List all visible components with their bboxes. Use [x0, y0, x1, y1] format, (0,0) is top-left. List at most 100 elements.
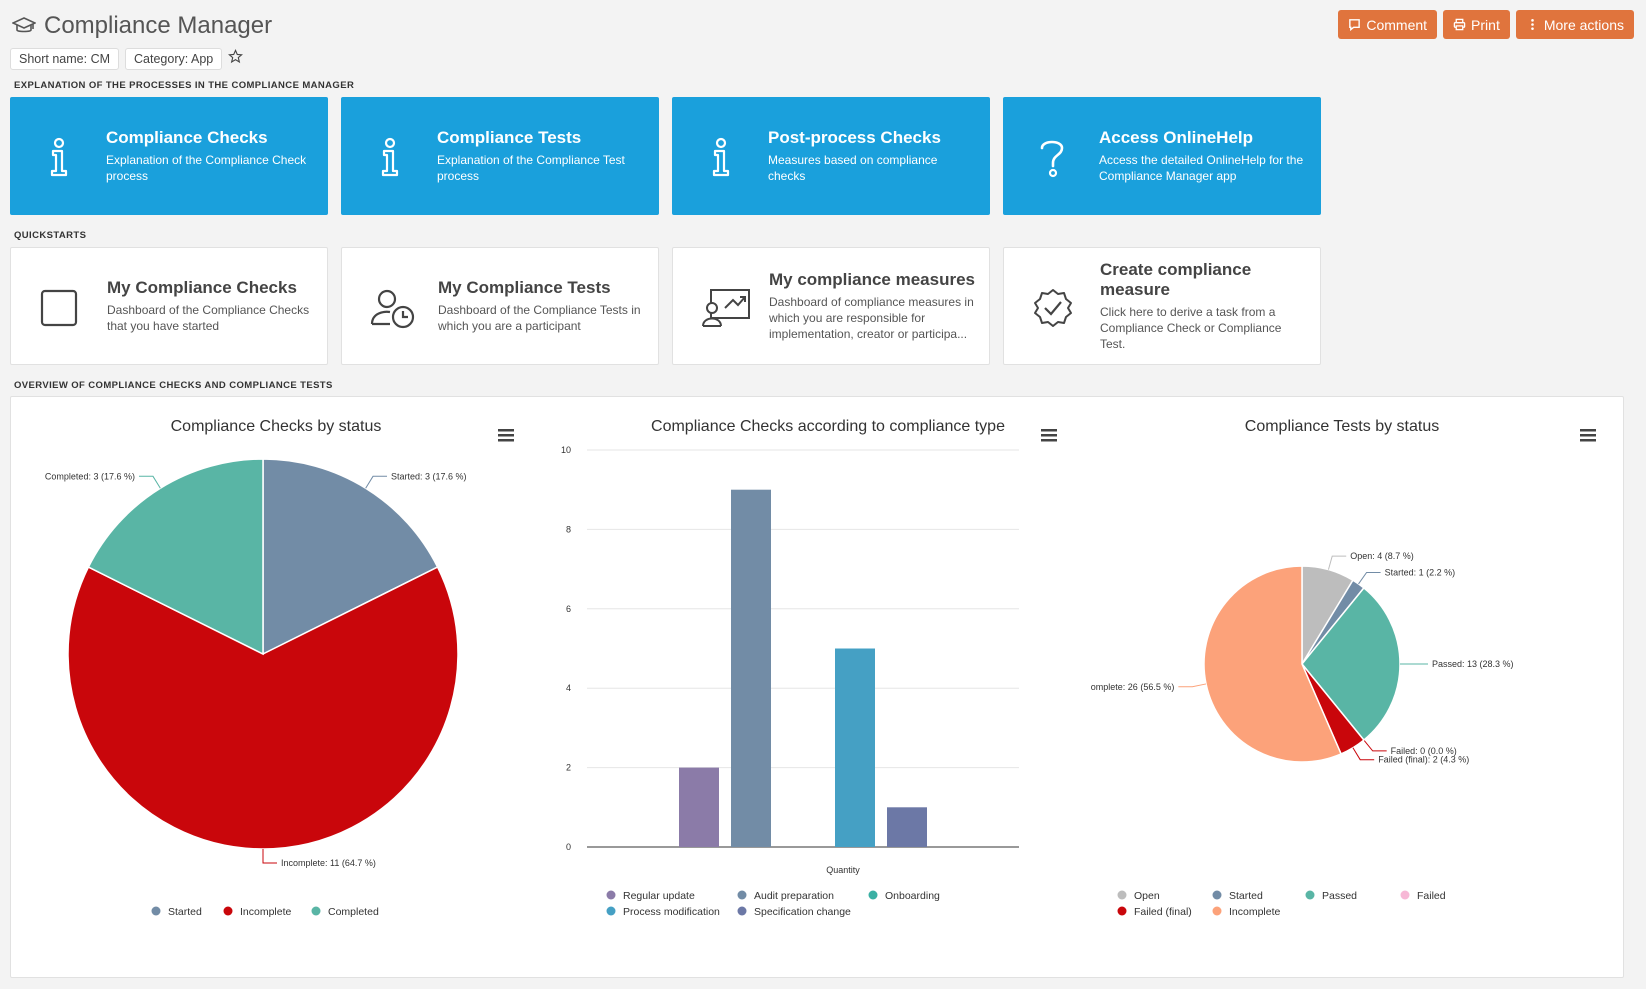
checkbox-icon: [40, 289, 78, 327]
page-title: Compliance Manager: [44, 12, 273, 39]
legend-item[interactable]: Specification change: [737, 906, 852, 918]
legend-marker: [1212, 906, 1222, 916]
badge-check-icon: [1034, 289, 1072, 327]
user-clock-icon: [370, 289, 415, 329]
legend-label: Onboarding: [885, 890, 940, 902]
action-bar: Comment Print More actions: [1338, 10, 1634, 39]
pie-data-label: Incomplete: 26 (56.5 %): [1091, 682, 1174, 692]
legend-item[interactable]: Audit preparation: [737, 890, 835, 902]
legend-item[interactable]: Incomplete: [223, 906, 292, 918]
x-axis-label: Quantity: [826, 865, 860, 875]
info-icon: [381, 137, 399, 177]
section-label-quickstarts: QUICKSTARTS: [14, 230, 87, 241]
app-meta-chips: Short name: CM Category: App: [10, 48, 244, 70]
category-chip: Category: App: [125, 48, 223, 70]
pie-data-label: Incomplete: 11 (64.7 %): [281, 858, 376, 868]
chart-menu-icon[interactable]: [1580, 429, 1596, 442]
legend-item[interactable]: Failed (final): [1117, 906, 1192, 918]
tile-description: Dashboard of the Compliance Checks that …: [107, 303, 310, 333]
pie-data-label: Passed: 13 (28.3 %): [1432, 659, 1514, 669]
legend-item[interactable]: Started: [1212, 890, 1264, 902]
star-icon[interactable]: [228, 49, 244, 69]
chart-menu-icon[interactable]: [1041, 429, 1057, 442]
section-label-explanation: EXPLANATION OF THE PROCESSES IN THE COMP…: [14, 80, 355, 91]
chart-tests-by-status: Compliance Tests by status Open: 4 (8.7 …: [1091, 418, 1596, 918]
legend-label: Regular update: [623, 890, 695, 902]
bar-process-modification[interactable]: [835, 648, 875, 848]
tile-title: My Compliance Tests: [438, 278, 611, 297]
overview-panel: Compliance Checks by status Started: 3 (…: [10, 396, 1624, 978]
pie-slice-incomplete[interactable]: [67, 566, 459, 850]
short-name-chip: Short name: CM: [10, 48, 120, 70]
comment-button[interactable]: Comment: [1338, 10, 1438, 39]
tile-title: Compliance Tests: [437, 128, 582, 147]
tile-compliance-tests-explanation[interactable]: Compliance Tests Explanation of the Comp…: [341, 97, 659, 215]
legend-item[interactable]: Regular update: [606, 890, 695, 902]
pie-data-label: Failed (final): 2 (4.3 %): [1378, 755, 1469, 765]
legend-item[interactable]: Process modification: [606, 906, 721, 918]
legend-item[interactable]: Onboarding: [868, 890, 941, 902]
app-header: Compliance Manager Comment Print More ac…: [12, 8, 1634, 44]
legend-item[interactable]: Open: [1117, 890, 1160, 902]
tile-description: Explanation of the Compliance Check proc…: [106, 153, 307, 183]
pie-slice-completed[interactable]: [87, 458, 264, 656]
printer-icon: [1453, 18, 1466, 31]
tile-title: My Compliance Checks: [107, 278, 297, 297]
legend-marker: [1212, 890, 1222, 900]
pie-slice-started[interactable]: [262, 458, 439, 656]
tile-create-compliance-measure[interactable]: Create compliance measure Click here to …: [1003, 247, 1321, 365]
y-tick-label: 10: [561, 445, 571, 455]
bar-regular-update[interactable]: [679, 767, 719, 847]
chart-title: Compliance Checks according to complianc…: [651, 418, 1005, 435]
tile-my-compliance-tests[interactable]: My Compliance Tests Dashboard of the Com…: [341, 247, 659, 365]
legend-marker: [1117, 890, 1127, 900]
chart-title: Compliance Tests by status: [1245, 418, 1439, 435]
tile-my-compliance-measures[interactable]: My compliance measures Dashboard of comp…: [672, 247, 990, 365]
pie-data-label: Completed: 3 (17.6 %): [45, 471, 135, 481]
info-icon: [50, 137, 68, 177]
legend-marker: [1400, 890, 1410, 900]
legend-item[interactable]: Passed: [1305, 890, 1358, 902]
y-tick-label: 4: [566, 683, 571, 693]
legend-marker: [151, 906, 161, 916]
legend-label: Process modification: [623, 906, 720, 918]
more-actions-button-label: More actions: [1543, 16, 1624, 33]
legend-label: Completed: [328, 906, 379, 918]
y-tick-label: 0: [566, 842, 571, 852]
legend-label: Specification change: [754, 906, 851, 918]
pie-label-connector: [1327, 555, 1347, 570]
legend-label: Started: [168, 906, 202, 918]
legend-marker: [868, 890, 878, 900]
chart-menu-icon[interactable]: [498, 429, 514, 442]
y-tick-label: 2: [566, 763, 571, 773]
print-button[interactable]: Print: [1443, 10, 1510, 39]
tile-description: Measures based on compliance checks: [768, 153, 938, 183]
quickstart-tiles: My Compliance Checks Dashboard of the Co…: [10, 247, 1321, 365]
pie-label-connector: [365, 475, 388, 489]
legend-label: Incomplete: [240, 906, 292, 918]
bar-audit-preparation[interactable]: [731, 489, 771, 847]
comment-icon: [1349, 19, 1361, 31]
legend-marker: [606, 890, 616, 900]
tile-post-process-checks[interactable]: Post-process Checks Measures based on co…: [672, 97, 990, 215]
tile-description: Dashboard of compliance measures in whic…: [769, 295, 974, 341]
legend-marker: [737, 890, 747, 900]
legend-item[interactable]: Failed: [1400, 890, 1446, 902]
legend-label: Audit preparation: [754, 890, 834, 902]
print-button-label: Print: [1471, 16, 1500, 33]
chart-title: Compliance Checks by status: [171, 418, 382, 435]
legend-marker: [606, 906, 616, 916]
bar-specification-change[interactable]: [887, 807, 927, 847]
tile-title: My compliance measures: [769, 270, 975, 289]
legend-item[interactable]: Completed: [311, 906, 379, 918]
legend-item[interactable]: Incomplete: [1212, 906, 1281, 918]
app-title: Compliance Manager: [12, 12, 272, 40]
tile-compliance-checks-explanation[interactable]: Compliance Checks Explanation of the Com…: [10, 97, 328, 215]
pie-slice-incomplete[interactable]: [1203, 565, 1343, 763]
tile-access-onlinehelp[interactable]: Access OnlineHelp Access the detailed On…: [1003, 97, 1321, 215]
tile-my-compliance-checks[interactable]: My Compliance Checks Dashboard of the Co…: [10, 247, 328, 365]
more-actions-button[interactable]: More actions: [1515, 10, 1634, 39]
legend-item[interactable]: Started: [151, 906, 203, 918]
comment-button-label: Comment: [1366, 16, 1428, 33]
graduation-cap-icon: [12, 17, 36, 33]
